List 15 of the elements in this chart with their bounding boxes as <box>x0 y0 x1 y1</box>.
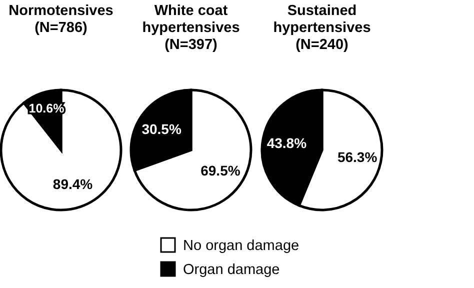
chart-subtitle: (N=786) <box>34 20 88 36</box>
data-label: 89.4% <box>52 176 94 192</box>
legend-label: No organ damage <box>183 238 300 254</box>
legend-label: Organ damage <box>183 262 280 278</box>
chart-subtitle: (N=240) <box>296 37 349 53</box>
data-label: 43.8% <box>266 134 308 151</box>
pie-slice <box>133 88 252 212</box>
data-label: 56.3% <box>337 148 378 165</box>
chart-title: Sustained hypertensives <box>273 3 371 36</box>
data-label: 69.5% <box>200 162 241 179</box>
chart-title: Normotensives <box>8 3 114 19</box>
chart-title: White coat hypertensives <box>142 3 240 36</box>
data-label: 30.5% <box>142 121 182 138</box>
pie-slice <box>0 88 122 212</box>
chart-subtitle: (N=397) <box>164 37 218 53</box>
